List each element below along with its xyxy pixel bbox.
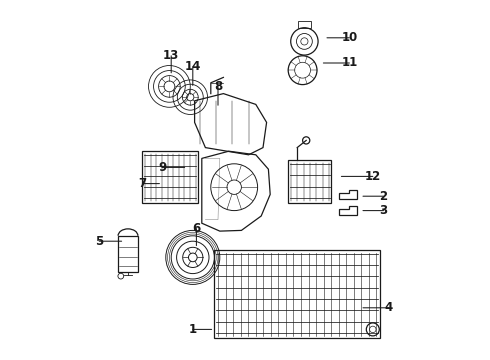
Text: 2: 2 xyxy=(380,190,388,203)
Bar xyxy=(298,21,311,28)
Text: 11: 11 xyxy=(341,57,358,69)
Bar xyxy=(118,236,138,272)
Text: 13: 13 xyxy=(163,49,179,62)
Bar xyxy=(288,160,331,203)
Bar xyxy=(143,151,198,203)
Text: 12: 12 xyxy=(365,170,381,183)
Text: 9: 9 xyxy=(158,161,166,174)
Bar xyxy=(215,250,380,338)
Text: 4: 4 xyxy=(385,301,393,314)
Text: 1: 1 xyxy=(189,323,197,336)
Text: 6: 6 xyxy=(192,222,200,235)
Text: 14: 14 xyxy=(185,60,201,73)
Text: 5: 5 xyxy=(95,235,103,248)
Text: 7: 7 xyxy=(138,177,147,190)
Text: 8: 8 xyxy=(214,80,222,93)
Text: 10: 10 xyxy=(341,31,358,44)
Text: 3: 3 xyxy=(380,204,388,217)
